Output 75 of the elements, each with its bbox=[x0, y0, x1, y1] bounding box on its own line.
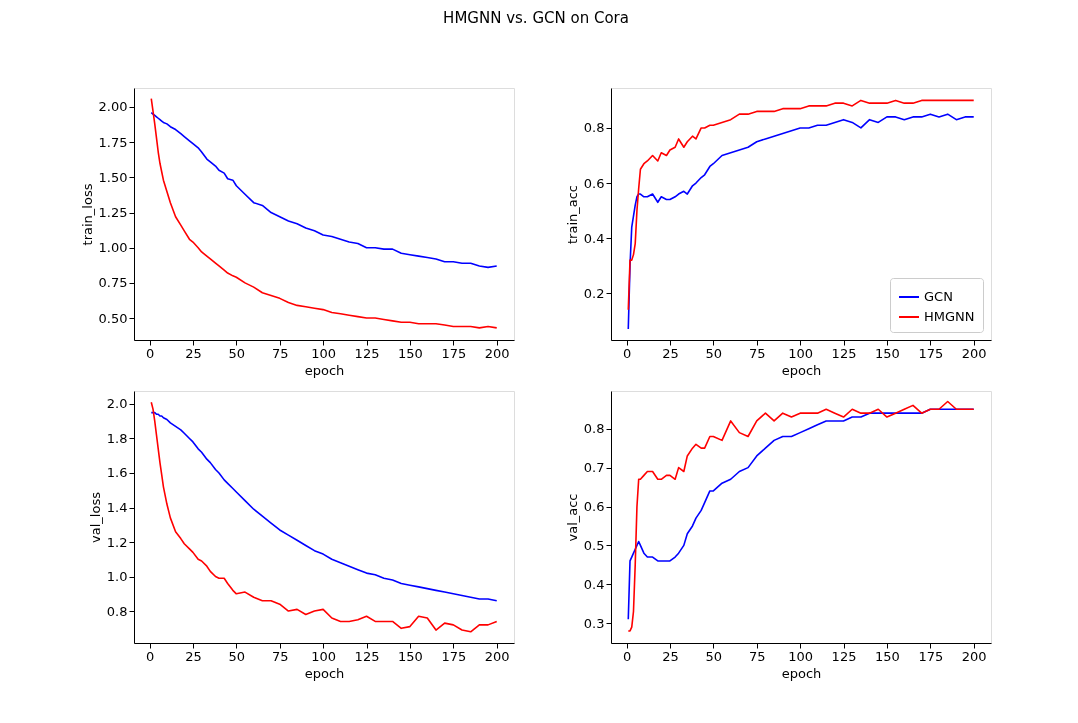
x-tick-label: 75 bbox=[271, 345, 289, 361]
x-tick-label: 75 bbox=[748, 648, 766, 664]
line-series bbox=[150, 401, 498, 633]
y-tick-label: 1.8 bbox=[106, 430, 128, 446]
x-tick-label: 175 bbox=[441, 648, 467, 664]
x-tick-label: 0 bbox=[145, 648, 155, 664]
x-tick-label: 25 bbox=[662, 345, 679, 361]
y-tick-label: 1.00 bbox=[98, 240, 128, 256]
x-tick-label: 175 bbox=[918, 345, 944, 361]
y-tick-label: 0.7 bbox=[583, 460, 605, 476]
y-tick-label: 0.75 bbox=[98, 275, 128, 291]
x-tick-label: 150 bbox=[398, 345, 423, 361]
y-tick-label: 1.2 bbox=[106, 534, 128, 550]
legend-label: HMGNN bbox=[924, 309, 975, 324]
x-tick-label: 0 bbox=[145, 345, 155, 361]
x-tick-label: 0 bbox=[622, 648, 632, 664]
x-tick-label: 200 bbox=[961, 345, 987, 361]
x-tick-label: 25 bbox=[185, 648, 202, 664]
legend-label: GCN bbox=[924, 289, 953, 304]
x-axis-title: epoch bbox=[781, 665, 822, 681]
y-tick-label: 1.75 bbox=[98, 134, 128, 150]
x-tick-label: 200 bbox=[961, 648, 987, 664]
y-tick-label: 0.6 bbox=[583, 499, 605, 514]
x-tick-label: 125 bbox=[354, 648, 380, 664]
x-axis-title: epoch bbox=[781, 362, 822, 378]
y-tick-label: 2.00 bbox=[98, 99, 128, 115]
x-tick-label: 50 bbox=[228, 648, 246, 664]
y-tick-label: 2.0 bbox=[106, 396, 128, 412]
y-axis-title: val_loss bbox=[87, 491, 103, 543]
y-tick-label: 0.6 bbox=[583, 175, 605, 191]
x-tick-label: 25 bbox=[185, 345, 202, 361]
y-axis-title: val_acc bbox=[564, 493, 580, 542]
y-tick-label: 0.4 bbox=[583, 576, 605, 592]
x-tick-label: 175 bbox=[918, 648, 944, 664]
x-tick-label: 50 bbox=[705, 345, 723, 361]
x-tick-label: 200 bbox=[484, 648, 510, 664]
line-series bbox=[150, 97, 498, 329]
x-tick-label: 125 bbox=[831, 345, 857, 361]
y-tick-label: 0.50 bbox=[98, 310, 128, 326]
y-tick-label: 0.8 bbox=[583, 120, 605, 136]
y-axis-title: train_acc bbox=[564, 184, 580, 245]
y-tick-label: 1.4 bbox=[106, 500, 128, 516]
y-tick-label: 0.4 bbox=[583, 230, 605, 246]
x-tick-label: 125 bbox=[354, 345, 380, 361]
y-tick-label: 0.8 bbox=[583, 421, 605, 437]
y-tick-label: 0.5 bbox=[583, 537, 605, 553]
x-tick-label: 50 bbox=[228, 345, 246, 361]
y-axis-title: train_loss bbox=[79, 183, 95, 246]
y-tick-label: 0.3 bbox=[583, 615, 605, 631]
x-tick-label: 100 bbox=[311, 648, 337, 664]
x-tick-label: 0 bbox=[622, 345, 632, 361]
y-tick-label: 0.2 bbox=[583, 285, 605, 301]
chart-title: HMGNN vs. GCN on Cora bbox=[443, 8, 629, 27]
x-tick-label: 75 bbox=[748, 345, 766, 361]
x-tick-label: 175 bbox=[441, 345, 467, 361]
x-tick-label: 100 bbox=[788, 648, 814, 664]
x-tick-label: 25 bbox=[662, 648, 679, 664]
x-tick-label: 100 bbox=[788, 345, 814, 361]
x-tick-label: 200 bbox=[484, 345, 510, 361]
x-tick-label: 75 bbox=[271, 648, 289, 664]
y-tick-label: 1.6 bbox=[106, 465, 128, 481]
x-tick-label: 125 bbox=[831, 648, 857, 664]
x-axis-title: epoch bbox=[304, 362, 345, 378]
x-axis-title: epoch bbox=[304, 665, 345, 681]
x-tick-label: 50 bbox=[705, 648, 723, 664]
line-series bbox=[150, 111, 498, 269]
y-tick-label: 1.50 bbox=[98, 169, 128, 185]
x-tick-label: 100 bbox=[311, 345, 337, 361]
x-tick-label: 150 bbox=[875, 345, 900, 361]
y-tick-label: 1.0 bbox=[106, 569, 128, 585]
x-tick-label: 150 bbox=[875, 648, 900, 664]
y-tick-label: 0.8 bbox=[106, 603, 128, 619]
y-tick-label: 1.25 bbox=[98, 205, 128, 221]
line-series bbox=[150, 411, 498, 602]
x-tick-label: 150 bbox=[398, 648, 423, 664]
